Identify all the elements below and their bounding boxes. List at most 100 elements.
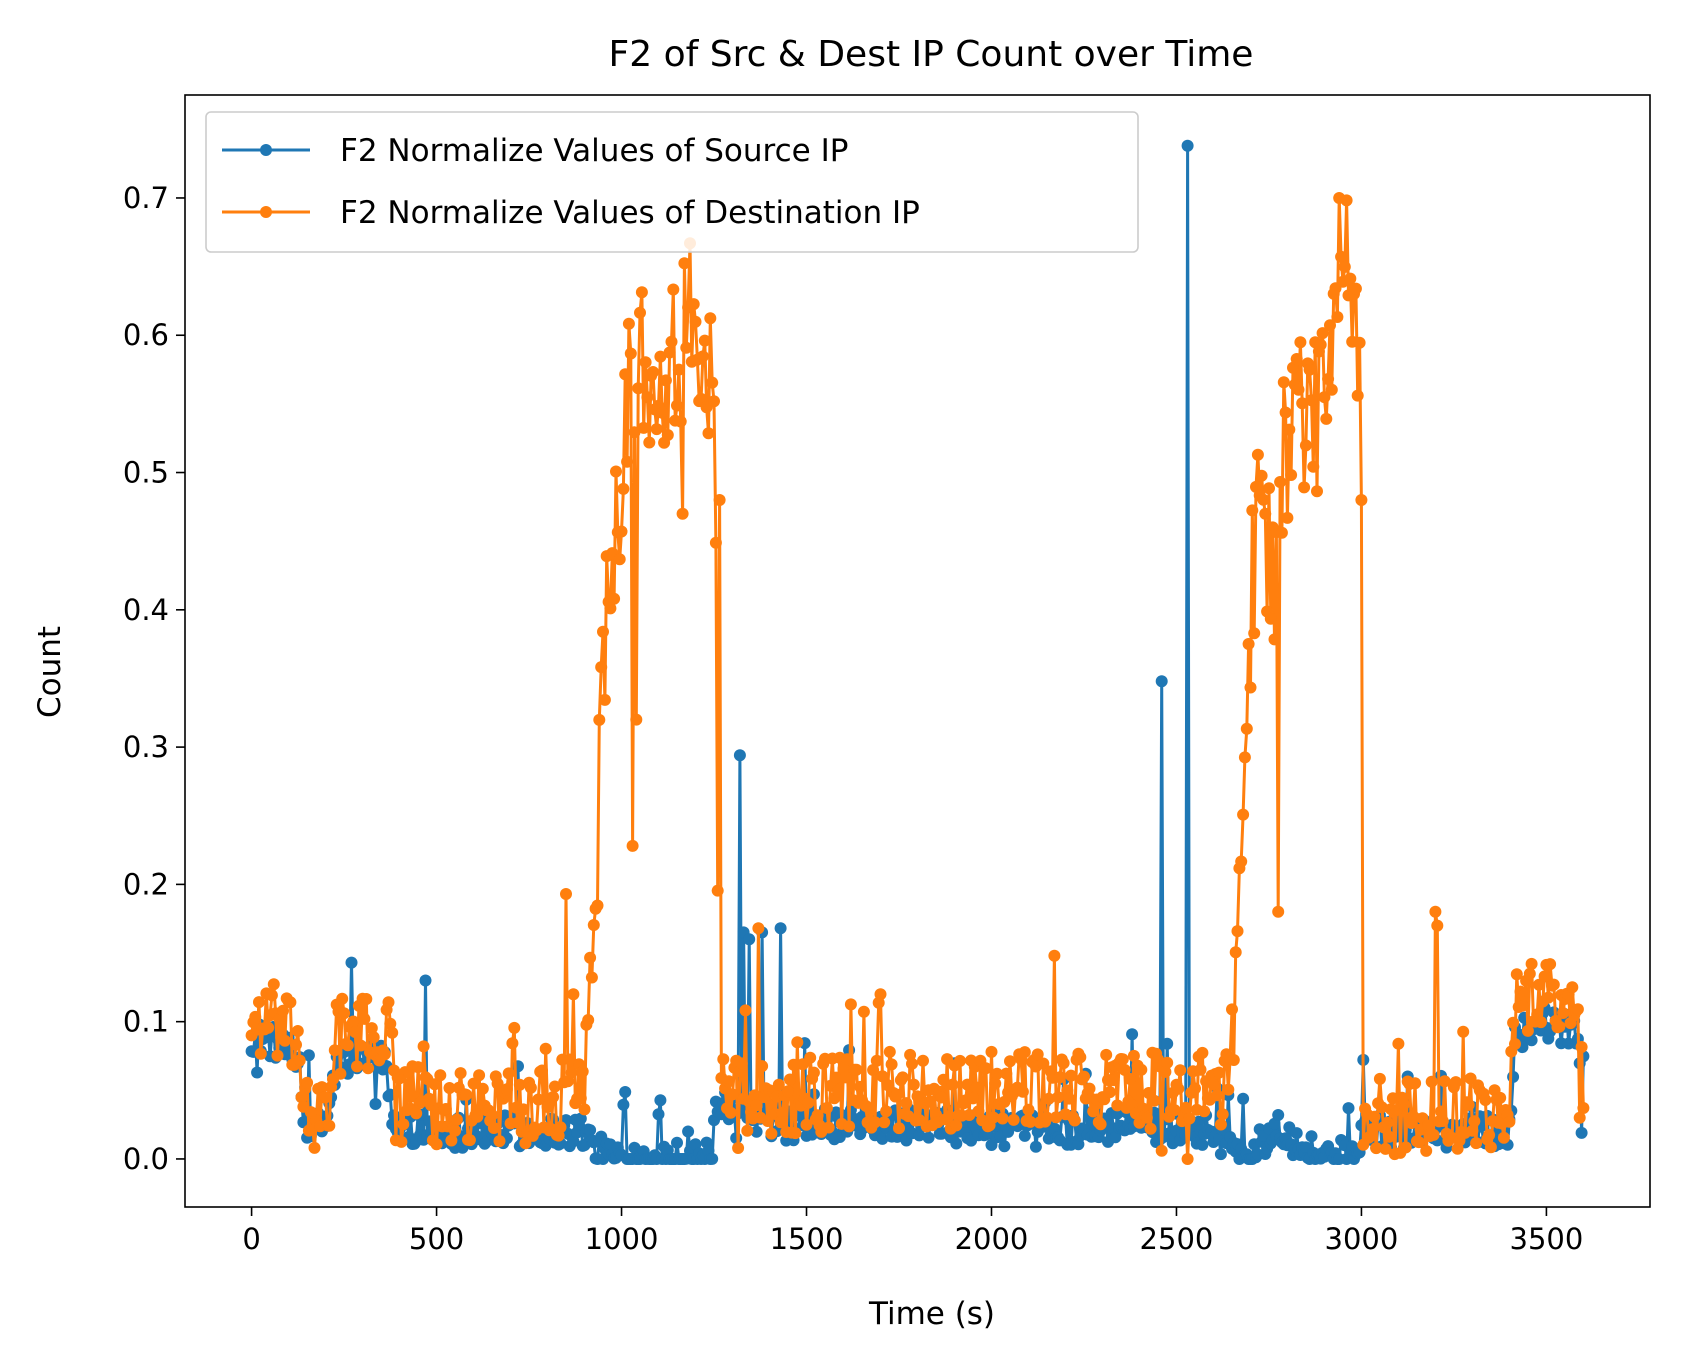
data-point (253, 996, 265, 1009)
legend-frame (205, 111, 1139, 253)
data-point (582, 1014, 595, 1026)
data-point (820, 1102, 833, 1114)
data-point (1292, 383, 1305, 396)
data-point (1316, 327, 1329, 340)
data-point (1571, 1003, 1584, 1016)
data-point (880, 1105, 893, 1118)
data-point (512, 1116, 524, 1129)
data-point (1510, 968, 1523, 981)
data-point (434, 1069, 447, 1082)
data-point (1575, 1041, 1588, 1053)
data-point (1264, 612, 1277, 625)
legend-item-source: F2 Normalize Values of Source IP (222, 133, 848, 169)
data-point (565, 1066, 578, 1079)
data-point (639, 356, 652, 369)
data-point (628, 426, 641, 439)
data-point (782, 1085, 794, 1098)
data-point (748, 1089, 761, 1102)
x-tick-label: 3500 (1510, 1222, 1584, 1256)
data-point (563, 1053, 576, 1066)
data-point (906, 1057, 918, 1070)
data-point (1479, 1094, 1492, 1106)
data-point (301, 1076, 314, 1089)
data-point (519, 1137, 532, 1150)
data-point (1207, 1078, 1220, 1091)
data-point (724, 1106, 737, 1119)
data-point (726, 1088, 739, 1101)
data-point (1214, 1148, 1227, 1161)
data-point (1263, 482, 1275, 495)
data-point (807, 1066, 820, 1079)
data-point (347, 1015, 360, 1028)
data-point (473, 1069, 486, 1082)
data-point (1181, 139, 1194, 152)
data-point (1322, 373, 1335, 385)
data-point (750, 1099, 763, 1112)
data-point (284, 996, 297, 1009)
data-point (487, 1122, 500, 1134)
data-point (1398, 1098, 1410, 1111)
data-point (937, 1073, 950, 1086)
data-point (698, 334, 711, 347)
data-point (1053, 1071, 1066, 1084)
data-point (676, 507, 689, 520)
data-point (1183, 1112, 1196, 1125)
data-point (1392, 1037, 1405, 1050)
data-point (674, 415, 687, 428)
data-point (765, 1127, 778, 1140)
data-point (1484, 1141, 1497, 1154)
data-point (1435, 1105, 1447, 1118)
data-point (1577, 1102, 1590, 1114)
data-point (621, 455, 634, 468)
data-point (524, 1081, 537, 1094)
data-point (1029, 1140, 1042, 1153)
legend-marker-destination (260, 206, 272, 218)
data-point (963, 1109, 976, 1121)
data-point (891, 1088, 904, 1101)
x-tick-label: 0 (242, 1222, 260, 1256)
data-point (1470, 1137, 1483, 1150)
y-tick-label: 0.2 (123, 867, 169, 901)
data-point (410, 1107, 423, 1120)
data-point (1259, 507, 1272, 520)
data-point (989, 1077, 1002, 1090)
data-point (641, 391, 654, 404)
data-point (1509, 1038, 1521, 1050)
data-point (1335, 250, 1348, 263)
data-point (1257, 493, 1270, 506)
data-point (1305, 1130, 1318, 1143)
data-point (1155, 1144, 1168, 1157)
data-point (643, 436, 656, 449)
data-point (587, 919, 600, 931)
data-point (328, 1044, 341, 1057)
data-point (1277, 376, 1290, 389)
legend-marker-source (260, 144, 272, 156)
data-point (987, 1111, 1000, 1124)
data-point (1483, 1129, 1496, 1141)
data-point (1041, 1111, 1053, 1124)
data-point (1507, 1070, 1520, 1083)
data-point (682, 1125, 695, 1138)
data-point (536, 1064, 548, 1077)
data-point (1272, 1109, 1285, 1121)
data-point (935, 1091, 948, 1104)
data-point (1547, 978, 1560, 991)
data-point (1340, 194, 1353, 207)
data-point (384, 1017, 397, 1030)
data-point (1320, 412, 1333, 425)
data-point (1544, 958, 1557, 971)
data-point (896, 1071, 909, 1084)
data-point (1074, 1051, 1087, 1064)
data-point (717, 1053, 730, 1066)
data-point (1248, 627, 1261, 640)
data-point (1196, 1046, 1209, 1059)
data-point (502, 1067, 515, 1080)
data-point (1213, 1066, 1225, 1079)
data-point (1002, 1125, 1015, 1138)
data-point (1338, 260, 1351, 273)
y-tick-label: 0.1 (123, 1005, 169, 1039)
data-point (1318, 391, 1331, 404)
data-point (610, 465, 622, 478)
data-point (338, 1007, 351, 1020)
y-tick-label: 0.5 (123, 456, 169, 490)
